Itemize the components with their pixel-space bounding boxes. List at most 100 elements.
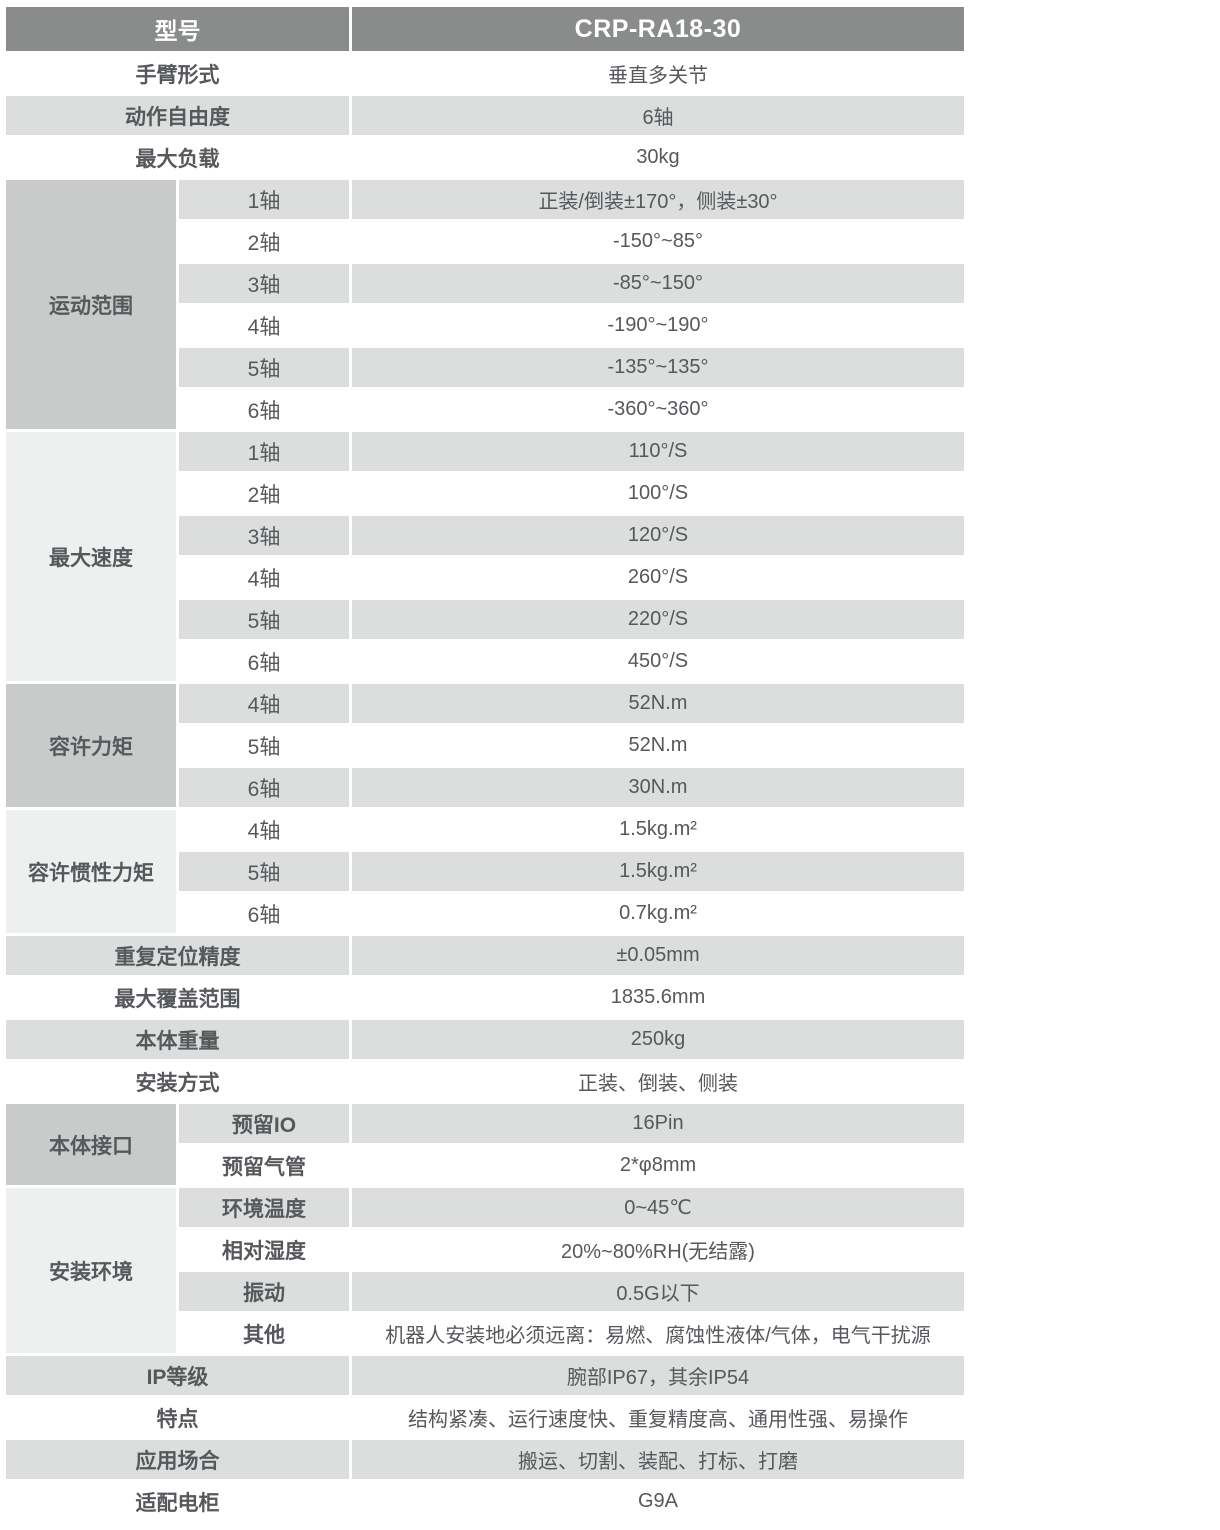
value-cell: -150°~85° (352, 222, 964, 261)
sub-label-cell: 4轴 (179, 684, 349, 723)
table-row: 其他 机器人安装地必须远离：易燃、腐蚀性液体/气体，电气干扰源 (6, 1314, 964, 1353)
sub-label-cell: 1轴 (179, 432, 349, 471)
sub-label-cell: 预留气管 (179, 1146, 349, 1185)
value-cell: 0.7kg.m² (352, 894, 964, 933)
value-cell: 100°/S (352, 474, 964, 513)
sub-label-cell: 4轴 (179, 306, 349, 345)
row-label-cell: 重复定位精度 (6, 936, 349, 975)
table-row: 重复定位精度 ±0.05mm (6, 936, 964, 975)
value-cell: 220°/S (352, 600, 964, 639)
value-cell: -190°~190° (352, 306, 964, 345)
table-row: 6轴 30N.m (6, 768, 964, 807)
table-row: 本体接口 预留IO 16Pin (6, 1104, 964, 1185)
value-cell: 30N.m (352, 768, 964, 807)
value-cell: 110°/S (352, 432, 964, 471)
table-row: 6轴 0.7kg.m² (6, 894, 964, 933)
value-cell: 450°/S (352, 642, 964, 681)
value-cell: 20%~80%RH(无结露) (352, 1230, 964, 1269)
value-cell: 6轴 (352, 96, 964, 135)
sub-label-cell: 3轴 (179, 264, 349, 303)
sub-label-cell: 6轴 (179, 642, 349, 681)
sub-label-cell: 预留IO (179, 1104, 349, 1143)
row-label-cell: 适配电柜 (6, 1482, 349, 1521)
sub-label-cell: 6轴 (179, 894, 349, 933)
row-label-cell: 应用场合 (6, 1440, 349, 1479)
table-row: 5轴 220°/S (6, 600, 964, 639)
value-cell: 52N.m (352, 684, 964, 723)
row-label-cell: 安装方式 (6, 1062, 349, 1101)
table-row: 安装方式 正装、倒装、侧装 (6, 1062, 964, 1101)
value-cell: -135°~135° (352, 348, 964, 387)
value-cell: 1.5kg.m² (352, 810, 964, 849)
table-row: 手臂形式 垂直多关节 (6, 54, 964, 93)
table-row: 容许力矩 4轴 52N.m (6, 684, 964, 807)
table-row: 5轴 52N.m (6, 726, 964, 765)
table-row: 5轴 1.5kg.m² (6, 852, 964, 891)
value-cell: 16Pin (352, 1104, 964, 1143)
value-cell: 0.5G以下 (352, 1272, 964, 1311)
sub-label-cell: 2轴 (179, 222, 349, 261)
table-row: 安装环境 环境温度 0~45℃ (6, 1188, 964, 1353)
group-label-cell: 最大速度 (6, 432, 176, 681)
model-value-cell: CRP-RA18-30 (352, 7, 964, 51)
value-cell: 垂直多关节 (352, 54, 964, 93)
value-cell: -360°~360° (352, 390, 964, 429)
value-cell: 52N.m (352, 726, 964, 765)
sub-label-cell: 其他 (179, 1314, 349, 1353)
value-cell: 正装、倒装、侧装 (352, 1062, 964, 1101)
table-row: 最大负载 30kg (6, 138, 964, 177)
sub-label-cell: 5轴 (179, 348, 349, 387)
sub-label-cell: 2轴 (179, 474, 349, 513)
sub-label-cell: 相对湿度 (179, 1230, 349, 1269)
table-row: 适配电柜 G9A (6, 1482, 964, 1521)
sub-label-cell: 4轴 (179, 810, 349, 849)
table-row: 最大速度 1轴 110°/S (6, 432, 964, 681)
table-row: IP等级 腕部IP67，其余IP54 (6, 1356, 964, 1395)
sub-label-cell: 振动 (179, 1272, 349, 1311)
table-row: 6轴 450°/S (6, 642, 964, 681)
value-cell: 250kg (352, 1020, 964, 1059)
table-row: 2轴 100°/S (6, 474, 964, 513)
table-row: 振动 0.5G以下 (6, 1272, 964, 1311)
spec-table: 型号 CRP-RA18-30 手臂形式 垂直多关节 动作自由度 6轴 最大负载 30kg 运… (3, 4, 967, 1524)
value-cell: 0~45℃ (352, 1188, 964, 1227)
table-row: 4轴 -190°~190° (6, 306, 964, 345)
group-label-cell: 安装环境 (6, 1188, 176, 1353)
sub-label-cell: 环境温度 (179, 1188, 349, 1227)
table-row: 5轴 -135°~135° (6, 348, 964, 387)
model-label-cell: 型号 (6, 7, 349, 51)
sub-label-cell: 5轴 (179, 852, 349, 891)
table-row: 相对湿度 20%~80%RH(无结露) (6, 1230, 964, 1269)
value-cell: 结构紧凑、运行速度快、重复精度高、通用性强、易操作 (352, 1398, 964, 1437)
group-label-cell: 容许惯性力矩 (6, 810, 176, 933)
sub-label-cell: 5轴 (179, 600, 349, 639)
table-row: 3轴 -85°~150° (6, 264, 964, 303)
row-label-cell: 特点 (6, 1398, 349, 1437)
table-row: 容许惯性力矩 4轴 1.5kg.m² (6, 810, 964, 933)
value-cell: G9A (352, 1482, 964, 1521)
value-cell: 30kg (352, 138, 964, 177)
value-cell: 正装/倒装±170°，侧装±30° (352, 180, 964, 219)
table-row: 6轴 -360°~360° (6, 390, 964, 429)
table-row: 最大覆盖范围 1835.6mm (6, 978, 964, 1017)
table-row: 本体重量 250kg (6, 1020, 964, 1059)
group-label-cell: 运动范围 (6, 180, 176, 429)
value-cell: 搬运、切割、装配、打标、打磨 (352, 1440, 964, 1479)
value-cell: ±0.05mm (352, 936, 964, 975)
table-row: 应用场合 搬运、切割、装配、打标、打磨 (6, 1440, 964, 1479)
sub-label-cell: 6轴 (179, 768, 349, 807)
table-row: 3轴 120°/S (6, 516, 964, 555)
sub-label-cell: 5轴 (179, 726, 349, 765)
value-cell: 腕部IP67，其余IP54 (352, 1356, 964, 1395)
value-cell: 2*φ8mm (352, 1146, 964, 1185)
sub-label-cell: 1轴 (179, 180, 349, 219)
table-row: 动作自由度 6轴 (6, 96, 964, 135)
header-row: 型号 CRP-RA18-30 (6, 7, 964, 51)
table-row: 运动范围 1轴 正装/倒装±170°，侧装±30° (6, 180, 964, 429)
row-label-cell: 最大覆盖范围 (6, 978, 349, 1017)
row-label-cell: 手臂形式 (6, 54, 349, 93)
table-row: 4轴 260°/S (6, 558, 964, 597)
group-label-cell: 容许力矩 (6, 684, 176, 807)
spec-rows: 手臂形式 垂直多关节 动作自由度 6轴 最大负载 30kg 运动范围 1轴 正装/倒装±170°… (6, 54, 964, 1521)
value-cell: 120°/S (352, 516, 964, 555)
